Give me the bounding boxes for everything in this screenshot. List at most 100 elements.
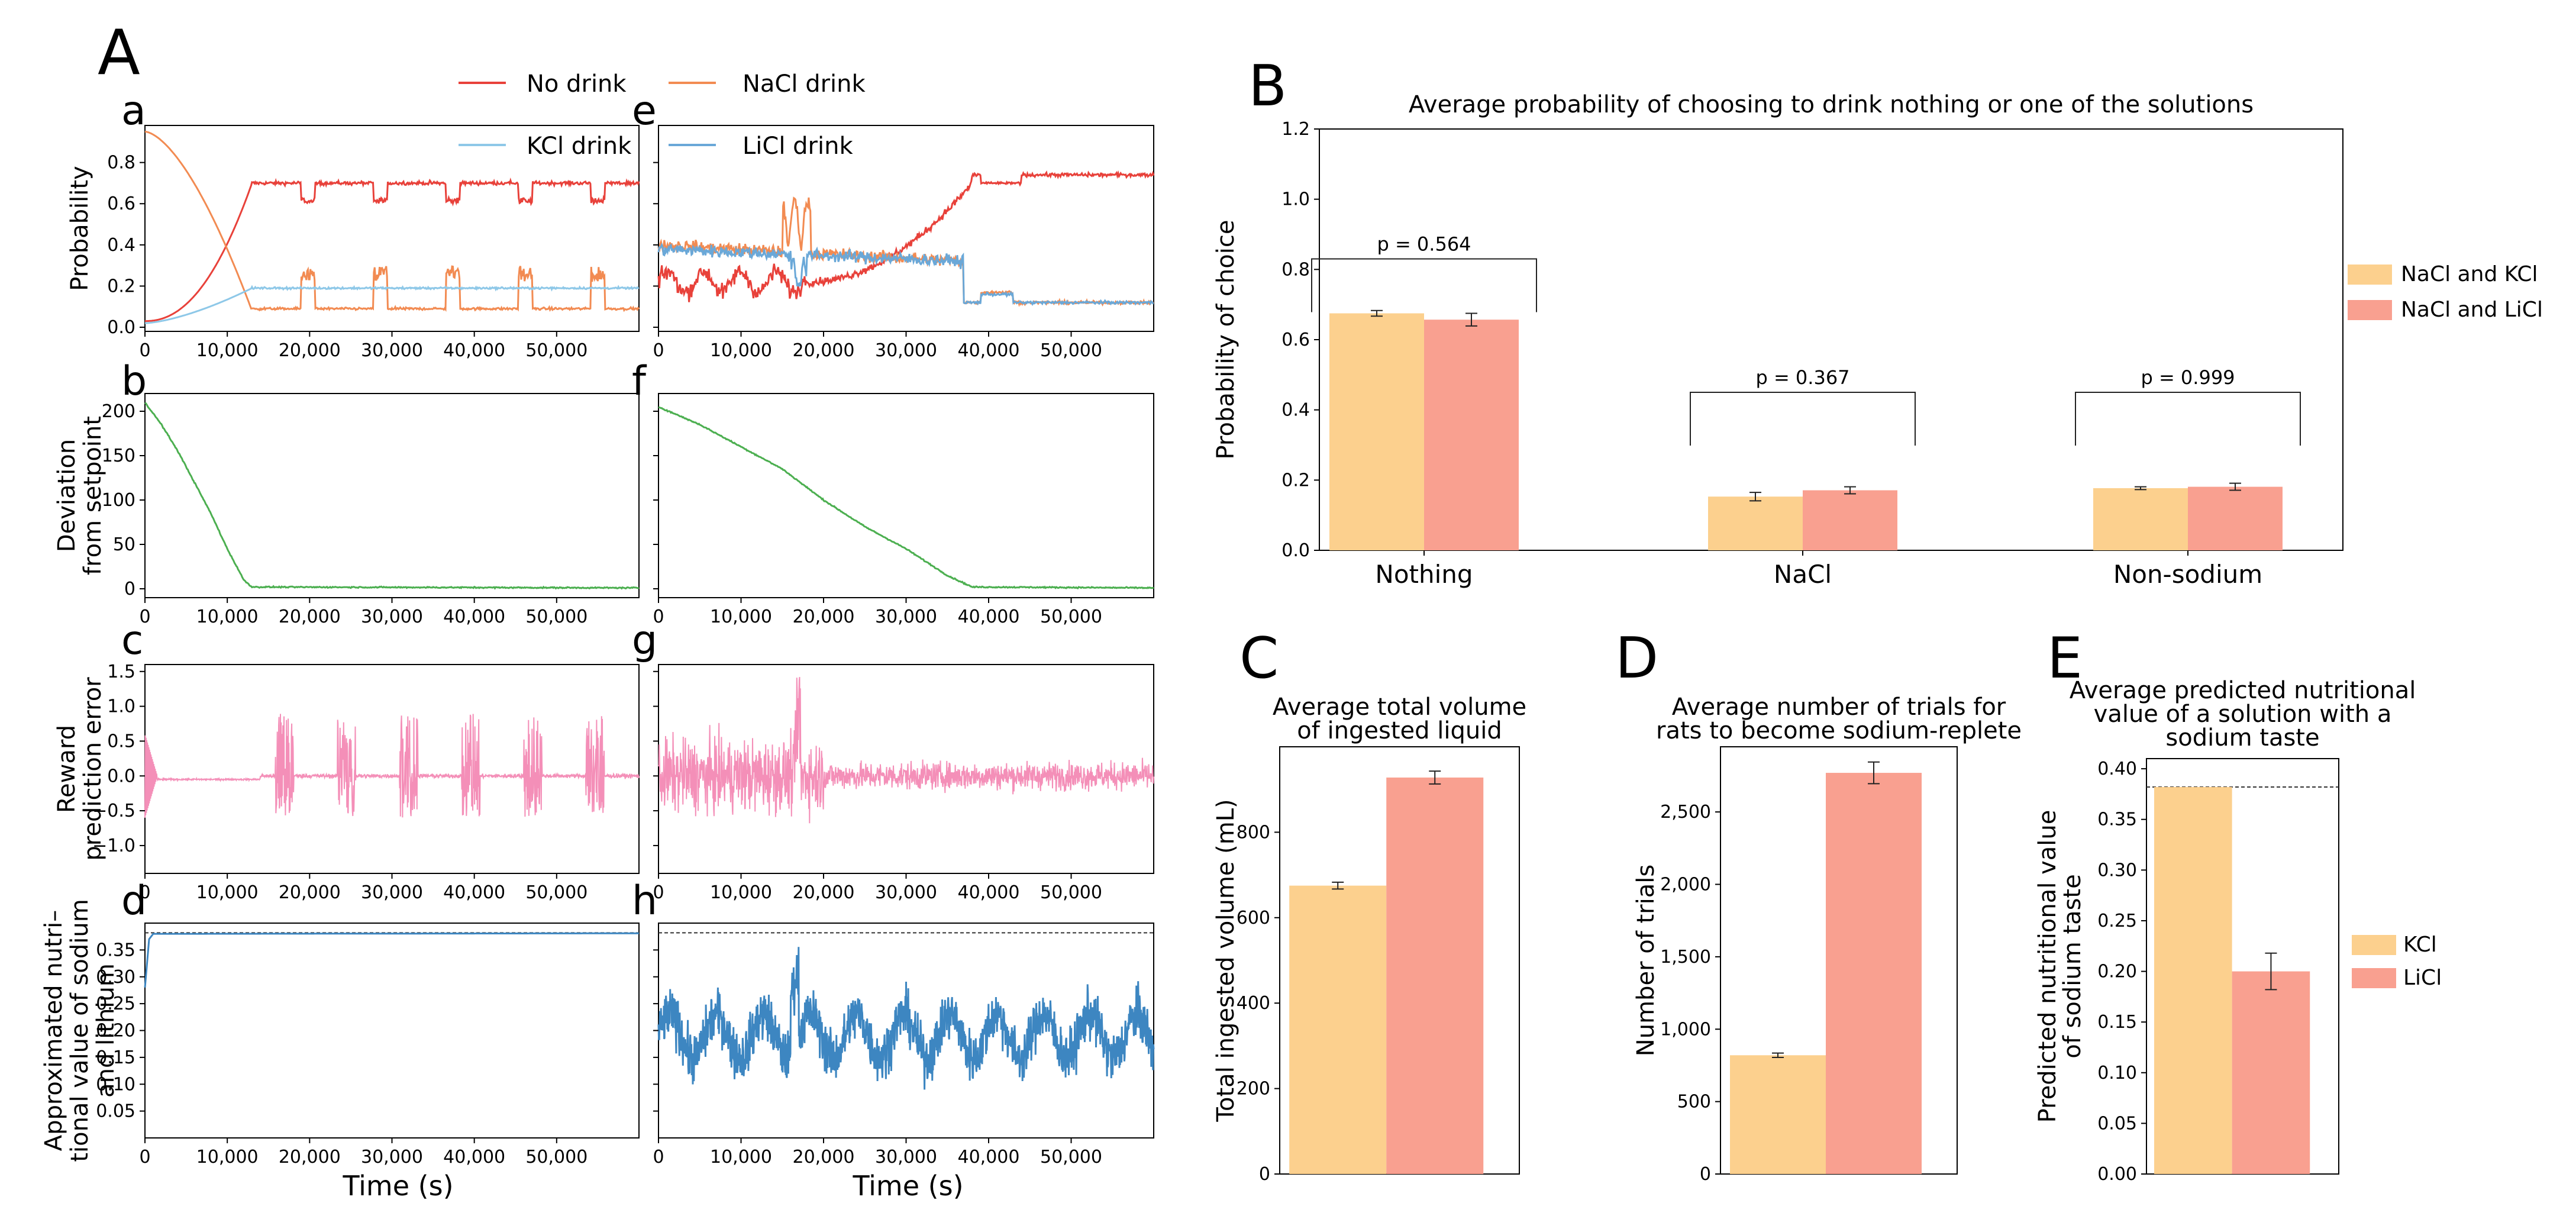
x-tick-label-Ab: 10,000 <box>196 607 259 627</box>
y-axis-label-D: Number of trials <box>1632 865 1660 1056</box>
x-tick-label-Ad: 0 <box>139 1147 150 1168</box>
y-tick-label-Ab: 200 <box>102 401 135 422</box>
legend-label-no-drink: No drink <box>527 70 627 98</box>
bar-C-licl <box>1386 777 1484 1174</box>
legend-label-licl-drink: LiCl drink <box>743 133 853 160</box>
y-axis-label-row-rpe: prediction error <box>79 677 106 861</box>
x-tick-label-Ah: 50,000 <box>1040 1147 1102 1168</box>
legend-swatch-E <box>2352 935 2396 955</box>
plot-frame-Ac <box>144 664 640 874</box>
y-tick-label-B: 0.4 <box>1281 400 1310 421</box>
y-tick-label-Ad: 0.10 <box>96 1074 135 1095</box>
y-tick-label-D: 2,500 <box>1660 802 1711 823</box>
bar-E-licl <box>2232 971 2310 1174</box>
subpanel-letter-c: c <box>121 617 143 664</box>
y-axis-label-row-nutri: and lithium <box>92 963 120 1098</box>
x-tick-label-Ad: 50,000 <box>525 1147 587 1168</box>
y-tick-label-E: 0.40 <box>2097 759 2137 779</box>
y-tick-label-Ac: −1.0 <box>92 836 135 856</box>
legend-panel-A-right: NaCl drink LiCl drink <box>669 70 866 160</box>
chart-title-E: Average predicted nutritional <box>2070 677 2416 704</box>
x-tick-label-Aa: 40,000 <box>443 340 505 361</box>
series-line-Aa-no_kcl <box>145 178 640 322</box>
y-axis-label-C: Total ingested volume (mL) <box>1212 799 1239 1122</box>
y-axis-label-row-nutri: Approximated nutri– <box>40 910 67 1152</box>
x-tick-label-Ac: 40,000 <box>443 882 505 903</box>
xlabel-panel-d: Time (s) <box>342 1170 453 1202</box>
series-line-Ad-nutri_kcl <box>144 932 639 988</box>
x-tick-label-Ab: 30,000 <box>361 607 423 627</box>
p-value-annotation-B: p = 0.564 <box>1377 233 1471 256</box>
x-tick-label-Aa: 50,000 <box>525 340 587 361</box>
series-line-Ab-dev_kcl <box>144 402 640 590</box>
chart-title-D: Average number of trials for <box>1672 694 2006 721</box>
y-tick-label-E: 0.05 <box>2097 1113 2137 1134</box>
subpanel-letter-h: h <box>632 878 657 924</box>
series-line-Ac-rpe_kcl <box>144 714 640 818</box>
series-line-Ae-licl <box>657 243 1154 307</box>
x-tick-label-Ad: 10,000 <box>196 1147 259 1168</box>
x-tick-label-Af: 30,000 <box>875 607 937 627</box>
x-tick-label-Ag: 30,000 <box>875 882 937 903</box>
x-tick-label-Ac: 10,000 <box>196 882 259 903</box>
y-tick-label-C: 400 <box>1237 993 1270 1014</box>
bar-B-non-sodium-licl <box>2188 486 2283 550</box>
legend-label-nacl-drink: NaCl drink <box>743 70 866 98</box>
x-tick-label-Ah: 20,000 <box>793 1147 855 1168</box>
x-tick-label-Ag: 10,000 <box>710 882 772 903</box>
bar-B-nothing-kcl <box>1329 313 1424 550</box>
x-tick-label-Ae: 10,000 <box>710 340 772 361</box>
bar-D-licl <box>1826 773 1922 1174</box>
series-line-Af-dev_licl <box>658 406 1154 590</box>
chart-title-B: Average probability of choosing to drink… <box>1409 91 2254 118</box>
y-tick-label-Aa: 0.6 <box>107 193 135 214</box>
y-tick-label-Ac: 0.0 <box>107 766 135 786</box>
y-tick-label-D: 500 <box>1677 1092 1711 1112</box>
y-tick-label-B: 1.2 <box>1281 119 1310 140</box>
x-tick-label-Ag: 0 <box>653 882 664 903</box>
x-tick-label-Ab: 0 <box>139 607 150 627</box>
x-tick-label-Ag: 50,000 <box>1040 882 1102 903</box>
bar-B-nothing-licl <box>1424 320 1519 550</box>
subpanel-letter-e: e <box>632 88 657 134</box>
x-tick-label-Ac: 0 <box>139 882 150 903</box>
bar-B-nacl-kcl <box>1708 496 1803 550</box>
series-line-Ag-rpe_licl <box>658 676 1154 824</box>
chart-title-E: sodium taste <box>2165 724 2319 752</box>
y-tick-label-Ab: 150 <box>102 446 135 466</box>
x-tick-label-Af: 20,000 <box>793 607 855 627</box>
plot-frame-Af <box>658 393 1154 598</box>
x-tick-label-Ad: 40,000 <box>443 1147 505 1168</box>
panel-letter-C: C <box>1239 626 1279 691</box>
x-tick-label-Ae: 50,000 <box>1040 340 1102 361</box>
panel-letter-A: A <box>98 17 140 89</box>
series-line-Aa-kcl <box>144 285 640 324</box>
bar-E-kcl <box>2154 786 2232 1174</box>
x-tick-label-B-nacl: NaCl <box>1774 560 1832 589</box>
x-tick-label-Ad: 20,000 <box>279 1147 341 1168</box>
series-line-Ae-nacl_licl <box>657 196 1154 307</box>
legend-swatch-B <box>2348 300 2392 320</box>
y-tick-label-E: 0.15 <box>2097 1012 2137 1033</box>
x-tick-label-Ae: 40,000 <box>958 340 1020 361</box>
xlabel-panel-h: Time (s) <box>852 1170 963 1202</box>
y-tick-label-E: 0.10 <box>2097 1063 2137 1083</box>
y-tick-label-Aa: 0.2 <box>107 276 135 296</box>
panel-letter-B: B <box>1248 54 1287 119</box>
x-tick-label-Aa: 20,000 <box>279 340 341 361</box>
x-tick-label-Ag: 40,000 <box>958 882 1020 903</box>
y-tick-label-Ad: 0.20 <box>96 1021 135 1041</box>
panel-letter-E: E <box>2047 626 2083 691</box>
y-tick-label-B: 0.2 <box>1281 470 1310 491</box>
x-tick-label-B-nothing: Nothing <box>1375 560 1473 589</box>
legend-swatch-B <box>2348 265 2392 285</box>
subpanel-letter-g: g <box>632 617 657 664</box>
y-axis-label-B: Probability of choice <box>1212 220 1239 460</box>
legend-swatch-E <box>2352 968 2396 988</box>
significance-bracket-B <box>2075 392 2301 446</box>
legend-label-kcl-drink: KCl drink <box>527 133 632 160</box>
plot-frame-Ad <box>144 923 640 1139</box>
y-tick-label-C: 0 <box>1259 1164 1270 1185</box>
y-tick-label-Ab: 50 <box>113 534 135 555</box>
